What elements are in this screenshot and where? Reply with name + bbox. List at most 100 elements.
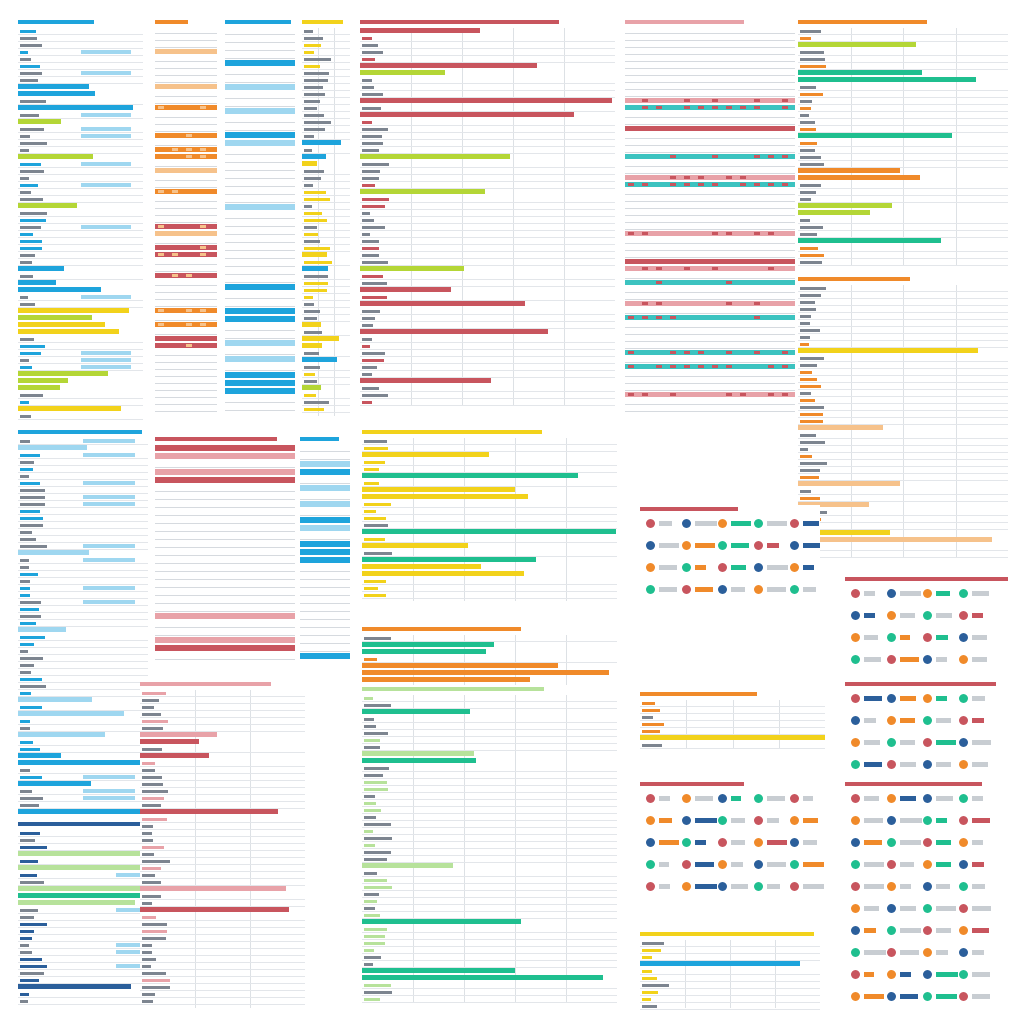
row-line	[300, 571, 350, 572]
row-tag	[81, 50, 131, 54]
row-label-bar	[364, 468, 379, 471]
row-line	[360, 356, 615, 357]
cell-highlight	[200, 106, 206, 109]
row-line	[798, 424, 1008, 425]
icon-label-bar	[972, 635, 987, 640]
icon-dot	[887, 589, 896, 598]
row-line	[225, 298, 295, 299]
row-label-bar	[304, 261, 332, 264]
row-line	[302, 265, 350, 266]
icon-dot	[887, 970, 896, 979]
row-label-bar	[800, 392, 811, 395]
row-label-bar	[364, 893, 379, 896]
row-line	[798, 312, 1008, 313]
panel-orange-heat-a	[155, 18, 217, 418]
row-line	[155, 507, 295, 508]
row-line	[360, 391, 615, 392]
cell-highlight	[200, 225, 206, 228]
panel-header-bar	[300, 437, 339, 441]
row-label-bar	[642, 730, 660, 733]
row-line	[155, 285, 217, 286]
row-label-bar	[20, 177, 29, 180]
cell-highlight	[656, 267, 662, 270]
color-band	[225, 308, 295, 314]
row-line	[798, 69, 1008, 70]
row-line	[302, 398, 350, 399]
icon-label-bar	[767, 884, 780, 889]
icon-dot	[923, 655, 932, 664]
table-column-line	[334, 28, 335, 416]
row-highlight	[18, 627, 66, 632]
row-line	[18, 370, 143, 371]
cell-highlight	[712, 127, 718, 130]
row-line	[18, 696, 148, 697]
row-line	[225, 370, 295, 371]
row-line	[362, 641, 617, 642]
row-label-bar	[364, 900, 377, 903]
panel-header-bar	[155, 437, 277, 441]
row-label-bar	[800, 420, 823, 423]
row-line	[798, 389, 1008, 390]
row-line	[155, 404, 217, 405]
row-line	[18, 507, 148, 508]
icon-dot	[790, 519, 799, 528]
row-line	[140, 885, 305, 886]
row-line	[798, 153, 1008, 154]
row-line	[140, 969, 305, 970]
row-label-bar	[20, 538, 36, 541]
icon-dot	[646, 816, 655, 825]
icon-dot	[790, 860, 799, 869]
row-line	[625, 257, 795, 258]
icon-label-bar	[803, 840, 817, 845]
row-label-bar	[20, 114, 39, 117]
icon-dot	[923, 882, 932, 891]
row-label-bar	[362, 275, 383, 278]
color-band	[225, 60, 295, 66]
icon-dot	[959, 838, 968, 847]
cell-highlight	[642, 232, 648, 235]
row-line	[155, 145, 217, 146]
row-line	[625, 61, 795, 62]
row-line	[18, 920, 213, 921]
cell-highlight	[628, 316, 634, 319]
cell-highlight	[186, 344, 192, 347]
row-label-bar	[304, 226, 317, 229]
icon-label-bar	[972, 994, 990, 999]
row-line	[362, 855, 617, 856]
panel-blue-yellow-list-a	[18, 18, 143, 423]
row-line	[798, 125, 1008, 126]
row-label-bar	[800, 261, 822, 264]
icon-dot	[887, 655, 896, 664]
icon-label-bar	[767, 818, 779, 823]
icon-label-bar	[695, 884, 717, 889]
row-line	[362, 932, 617, 933]
icon-label-bar	[936, 840, 951, 845]
cell-highlight	[684, 365, 690, 368]
icon-label-bar	[731, 565, 746, 570]
row-line	[798, 202, 1008, 203]
row-line	[798, 515, 1008, 516]
row-label-bar	[20, 650, 28, 653]
cell-highlight	[158, 190, 164, 193]
color-band	[155, 49, 217, 54]
row-line	[140, 850, 305, 851]
icon-dot	[754, 794, 763, 803]
icon-label-bar	[936, 972, 958, 977]
row-label-bar	[642, 977, 657, 980]
panel-header-bar	[140, 682, 271, 686]
row-line	[225, 266, 295, 267]
row-highlight	[360, 189, 485, 194]
row-label-bar	[20, 163, 41, 166]
row-line	[625, 138, 795, 139]
icon-dot	[790, 585, 799, 594]
row-label-bar	[20, 44, 42, 47]
color-band	[625, 315, 795, 320]
row-line	[625, 82, 795, 83]
row-label-bar	[364, 984, 391, 987]
row-highlight	[362, 670, 609, 675]
row-label-bar	[20, 149, 29, 152]
icon-label-bar	[659, 543, 679, 548]
row-line	[360, 342, 615, 343]
icon-dot	[682, 519, 691, 528]
row-line	[18, 913, 213, 914]
